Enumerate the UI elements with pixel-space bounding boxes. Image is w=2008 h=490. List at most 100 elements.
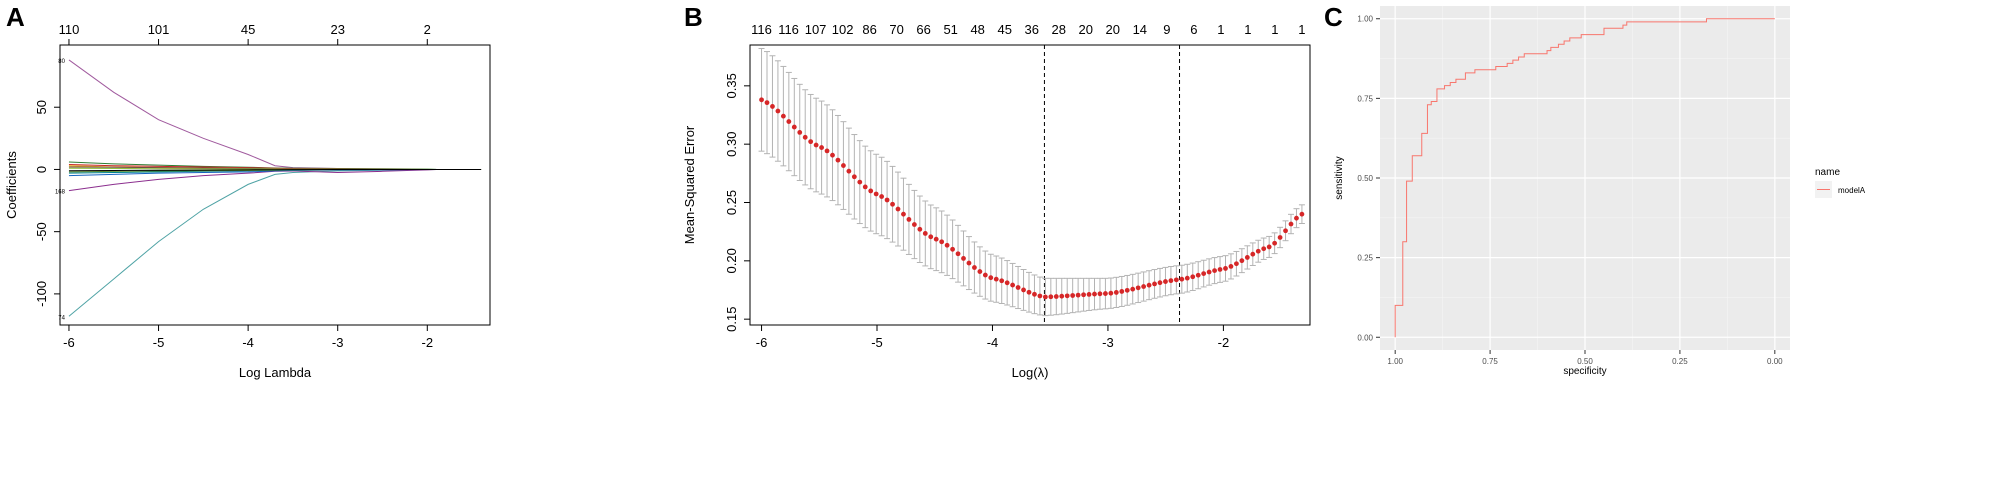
x-tick-label: -2: [1218, 335, 1230, 350]
x-tick-label: -6: [756, 335, 768, 350]
top-axis-label: 45: [997, 22, 1011, 37]
mse-point: [1075, 292, 1081, 298]
roc-curve-line: [1394, 18, 1775, 338]
coefficient-path: [68, 168, 482, 317]
mse-point: [1261, 246, 1267, 252]
mse-point: [1152, 281, 1157, 287]
mse-point: [911, 222, 917, 227]
top-axis-label: 20: [1079, 22, 1093, 37]
top-axis-label: 14: [1133, 22, 1147, 37]
y-tick-label: -50: [34, 222, 49, 241]
y-tick-label: 0.35: [724, 73, 739, 98]
top-axis-label: 116: [751, 22, 772, 37]
lasso-coefficient-path-plot: -6 -5 -4 -3 -2 -100 -50 0 50 110 101 45 23 2 Log Lambd…: [4, 22, 491, 380]
top-axis-label: 51: [943, 22, 957, 37]
mse-point: [791, 124, 797, 130]
mse-point: [1294, 215, 1299, 221]
mse-point: [1070, 293, 1076, 298]
y-tick-label: -100: [34, 281, 49, 307]
path-end-label: 80: [58, 59, 65, 65]
x-tick-label: 1.00: [1387, 357, 1403, 366]
y-axis-label: Coefficients: [4, 151, 19, 219]
x-tick-label: -6: [63, 335, 75, 350]
coefficient-path: [68, 59, 482, 170]
top-axis-label: 101: [148, 22, 170, 37]
mse-point: [759, 97, 764, 103]
mse-point: [1021, 287, 1026, 293]
mse-point: [868, 188, 874, 194]
mse-point: [1135, 285, 1141, 291]
mse-point: [1015, 285, 1021, 290]
x-axis-label: Log(λ): [1012, 365, 1049, 380]
mse-point: [966, 260, 972, 266]
mse-point: [1108, 290, 1114, 296]
mse-point: [1190, 274, 1196, 280]
mse-point: [770, 104, 775, 109]
mse-point: [1212, 268, 1217, 274]
y-tick-label: 0.50: [1357, 174, 1373, 183]
mse-point: [1173, 277, 1179, 283]
mse-point: [1217, 267, 1223, 272]
top-axis-label: 45: [241, 22, 255, 37]
x-tick-label: -3: [1102, 335, 1114, 350]
top-axis-label: 86: [862, 22, 876, 37]
mse-point: [1037, 293, 1043, 299]
mse-point: [955, 251, 961, 257]
mse-point: [1228, 263, 1234, 269]
top-axis-label: 48: [970, 22, 984, 37]
legend-entry-label: modelA: [1838, 186, 1866, 195]
legend-title: name: [1815, 167, 1840, 178]
mse-point: [841, 163, 846, 168]
x-axis-label: Log Lambda: [239, 365, 312, 380]
mse-point: [846, 168, 852, 174]
mse-point: [1010, 282, 1016, 288]
mse-point: [1026, 289, 1032, 295]
mse-point: [895, 206, 901, 212]
mse-point: [802, 134, 808, 140]
mse-point: [1004, 280, 1010, 286]
plot-frame: [749, 44, 1311, 326]
mse-point: [824, 148, 830, 154]
plot-frame: [59, 44, 491, 326]
x-tick-label: 0.75: [1482, 357, 1498, 366]
path-end-label: 74: [58, 315, 65, 321]
mse-point: [1168, 278, 1174, 284]
mse-point: [1223, 266, 1228, 271]
panel-a-letter: A: [6, 2, 25, 32]
mse-point: [1092, 291, 1097, 297]
mse-point: [1130, 286, 1136, 292]
top-axis-label: 110: [59, 22, 80, 37]
top-axis-label: 28: [1052, 22, 1066, 37]
mse-point: [1201, 271, 1207, 276]
top-axis-label: 107: [805, 22, 827, 37]
mse-point: [879, 194, 885, 199]
mse-point: [1239, 258, 1245, 264]
x-tick-label: -5: [153, 335, 165, 350]
mse-point: [1206, 269, 1212, 275]
top-axis-label: 2: [424, 22, 431, 37]
mse-point: [857, 179, 863, 185]
mse-point: [813, 142, 819, 148]
y-tick-label: 1.00: [1357, 15, 1373, 24]
mse-point: [1234, 261, 1239, 267]
mse-point: [1081, 292, 1086, 298]
top-axis-label: 1: [1298, 22, 1305, 37]
mse-point: [993, 276, 999, 282]
mse-point: [873, 191, 879, 197]
top-axis-label: 1: [1244, 22, 1251, 37]
mse-point: [1184, 275, 1190, 281]
mse-point: [917, 226, 923, 232]
mse-point: [1048, 294, 1054, 300]
top-axis-label: 70: [889, 22, 903, 37]
mse-point: [1272, 240, 1278, 246]
y-tick-label: 0.25: [1357, 254, 1373, 263]
mse-point: [797, 130, 803, 135]
mse-point: [1283, 228, 1288, 234]
y-axis-label: sensitivity: [1334, 156, 1345, 199]
mse-point: [1042, 294, 1048, 300]
x-tick-label: -3: [332, 335, 344, 350]
mse-point: [835, 157, 841, 163]
top-axis-label: 102: [832, 22, 854, 37]
top-axis-label: 23: [330, 22, 344, 37]
